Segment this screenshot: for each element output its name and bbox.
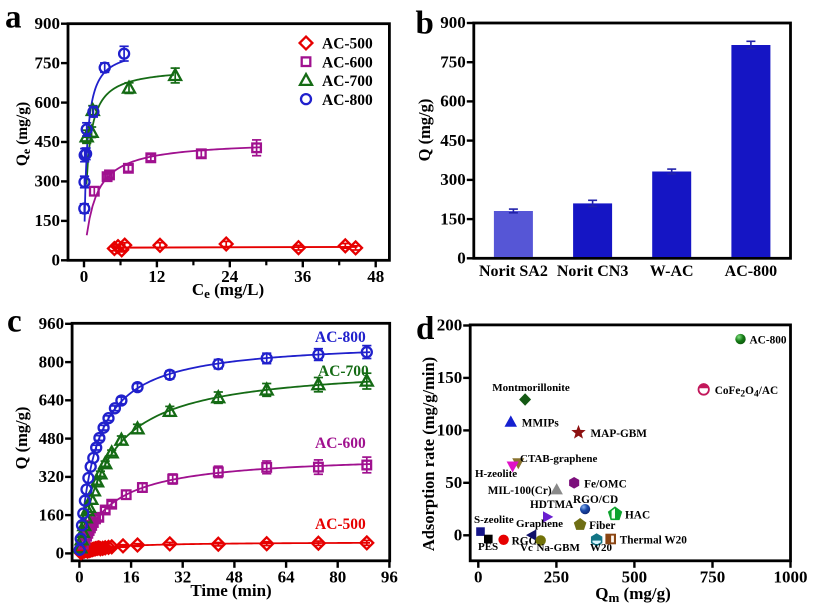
svg-text:RGO: RGO (512, 535, 538, 547)
svg-text:AC-800: AC-800 (725, 263, 777, 280)
svg-text:1000: 1000 (774, 567, 808, 586)
svg-text:AC-700: AC-700 (322, 73, 373, 90)
svg-text:AC-700: AC-700 (318, 363, 369, 380)
svg-text:150: 150 (437, 368, 463, 387)
svg-text:W20: W20 (590, 542, 613, 554)
svg-text:960: 960 (39, 314, 65, 333)
svg-text:800: 800 (39, 352, 65, 371)
svg-text:500: 500 (622, 567, 648, 586)
svg-text:Q (mg/g): Q (mg/g) (415, 99, 434, 162)
svg-text:900: 900 (440, 13, 466, 32)
svg-text:150: 150 (35, 211, 61, 230)
svg-text:750: 750 (700, 567, 726, 586)
svg-text:0: 0 (457, 249, 466, 268)
svg-text:Norit CN3: Norit CN3 (557, 263, 629, 280)
svg-text:640: 640 (39, 391, 65, 410)
svg-text:HAC: HAC (625, 510, 650, 522)
svg-text:AC-600: AC-600 (322, 54, 373, 71)
svg-text:MIL-100(Cr): MIL-100(Cr) (488, 485, 552, 497)
svg-text:S-zeolite: S-zeolite (474, 514, 514, 526)
svg-text:0: 0 (80, 267, 89, 286)
svg-text:480: 480 (39, 429, 65, 448)
svg-text:450: 450 (35, 132, 61, 151)
svg-text:Montmorillonite: Montmorillonite (492, 382, 570, 394)
svg-text:AC-800: AC-800 (750, 335, 787, 347)
svg-text:450: 450 (440, 131, 466, 150)
svg-text:600: 600 (440, 92, 466, 111)
svg-text:AC-800: AC-800 (315, 329, 366, 346)
svg-text:H-zeolite: H-zeolite (475, 468, 517, 480)
svg-text:AC-500: AC-500 (322, 36, 373, 53)
svg-text:600: 600 (35, 93, 61, 112)
svg-text:HDTMA: HDTMA (530, 499, 574, 511)
svg-text:96: 96 (381, 567, 398, 586)
svg-text:PES: PES (478, 541, 498, 553)
svg-text:Thermal W20: Thermal W20 (620, 535, 688, 547)
svg-text:Graphene: Graphene (516, 518, 563, 530)
svg-text:AC-600: AC-600 (315, 435, 366, 452)
svg-text:W-AC: W-AC (650, 263, 694, 280)
svg-text:Time (min): Time (min) (190, 581, 271, 600)
svg-text:Q (mg/g): Q (mg/g) (12, 407, 31, 470)
svg-text:0: 0 (454, 526, 463, 545)
svg-text:80: 80 (329, 567, 346, 586)
svg-text:Norit SA2: Norit SA2 (479, 263, 548, 280)
svg-text:Ce (mg/L): Ce (mg/L) (192, 280, 264, 301)
svg-text:100: 100 (437, 421, 463, 440)
svg-text:320: 320 (39, 467, 65, 486)
svg-text:0: 0 (52, 251, 61, 270)
svg-text:Adsorption rate (mg/g/min): Adsorption rate (mg/g/min) (419, 357, 438, 551)
svg-text:300: 300 (440, 170, 466, 189)
svg-text:750: 750 (35, 53, 61, 72)
svg-text:MMIPs: MMIPs (522, 418, 560, 430)
svg-text:32: 32 (174, 567, 191, 586)
svg-text:48: 48 (226, 567, 243, 586)
svg-text:0: 0 (56, 544, 65, 563)
svg-text:Qe (mg/g): Qe (mg/g) (14, 102, 33, 166)
svg-text:RGO/CD: RGO/CD (573, 494, 618, 506)
svg-text:CTAB-graphene: CTAB-graphene (520, 453, 598, 465)
svg-text:750: 750 (440, 52, 466, 71)
svg-text:0: 0 (474, 567, 483, 586)
svg-text:0: 0 (75, 567, 84, 586)
svg-text:24: 24 (221, 267, 239, 286)
svg-text:AC-800: AC-800 (322, 92, 373, 109)
svg-text:12: 12 (148, 267, 165, 286)
svg-text:150: 150 (440, 209, 466, 228)
svg-text:AC-500: AC-500 (315, 516, 366, 533)
svg-text:200: 200 (437, 316, 463, 335)
svg-text:250: 250 (544, 567, 570, 586)
svg-text:Vc`Na-GBM: Vc`Na-GBM (520, 542, 580, 554)
svg-text:b: b (416, 6, 434, 42)
svg-text:48: 48 (367, 267, 384, 286)
svg-text:Fiber: Fiber (589, 520, 615, 532)
svg-text:900: 900 (35, 14, 61, 33)
svg-text:MAP-GBM: MAP-GBM (591, 428, 648, 440)
svg-text:16: 16 (123, 567, 140, 586)
svg-text:c: c (7, 304, 22, 340)
svg-text:Qm (mg/g): Qm (mg/g) (595, 584, 671, 605)
svg-text:160: 160 (39, 505, 65, 524)
svg-text:50: 50 (445, 473, 462, 492)
svg-text:36: 36 (294, 267, 311, 286)
svg-text:64: 64 (278, 567, 296, 586)
svg-text:a: a (5, 0, 22, 36)
svg-text:300: 300 (35, 172, 61, 191)
svg-text:Fe/OMC: Fe/OMC (584, 478, 627, 490)
svg-text:CoFe2O4/AC: CoFe2O4/AC (715, 385, 779, 400)
svg-text:d: d (416, 311, 434, 347)
